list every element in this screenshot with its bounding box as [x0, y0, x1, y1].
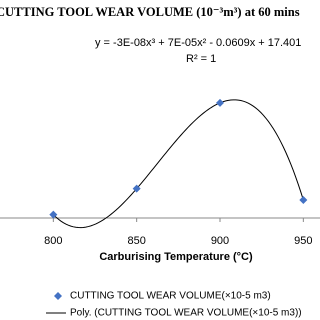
data-point — [299, 195, 308, 204]
x-tick-label: 800 — [44, 235, 62, 247]
x-axis-label: Carburising Temperature (°C) — [99, 251, 253, 263]
trend-equation: y = -3E-08x³ + 7E-05x² - 0.0609x + 17.40… — [95, 37, 301, 49]
data-point — [216, 98, 224, 107]
chart-title: CUTTING TOOL WEAR VOLUME (10⁻³m³) at 60 … — [0, 5, 300, 19]
x-tick-label: 950 — [294, 235, 312, 247]
data-point — [49, 210, 58, 219]
legend-label: Poly. (CUTTING TOOL WEAR VOLUME(×10-5 m3… — [70, 308, 302, 319]
legend-label: CUTTING TOOL WEAR VOLUME(×10-5 m3) — [70, 291, 271, 302]
x-tick-label: 900 — [211, 235, 229, 247]
r-squared: R² = 1 — [186, 53, 216, 65]
data-point — [132, 184, 141, 193]
legend-marker — [54, 292, 62, 300]
trendline — [52, 99, 304, 229]
x-tick-label: 850 — [127, 235, 145, 247]
